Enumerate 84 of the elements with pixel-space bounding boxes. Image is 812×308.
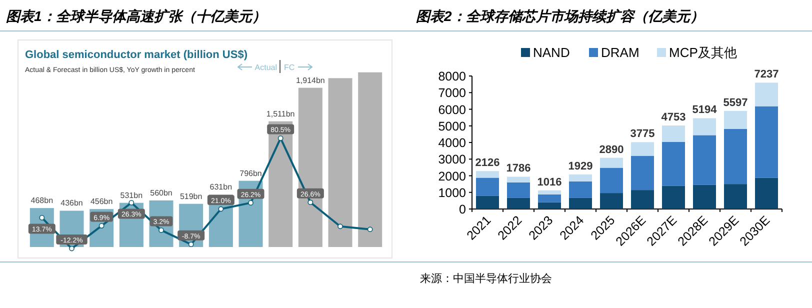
- point: [338, 224, 343, 230]
- data-label: 468bn: [30, 196, 54, 206]
- point: [367, 226, 373, 232]
- chart-subtitle: Global semiconductor market (billion US$): [25, 49, 248, 61]
- y-tick-label: 5000: [438, 119, 466, 134]
- bar: [600, 193, 623, 209]
- legend-label: NAND: [533, 45, 570, 60]
- bar: [507, 198, 530, 209]
- point: [278, 136, 284, 141]
- bar: [298, 88, 322, 247]
- annotation: 2126: [475, 157, 500, 170]
- annotation: 7237: [754, 68, 779, 81]
- bar: [724, 184, 747, 209]
- point: [248, 200, 254, 206]
- annotation: 1786: [506, 162, 531, 175]
- data-label: 519bn: [180, 192, 202, 201]
- point: [98, 223, 104, 228]
- bar: [569, 198, 592, 209]
- data-label: 631bn: [210, 182, 232, 192]
- bar: [724, 110, 747, 129]
- text: Actual: [254, 63, 278, 72]
- bar: [755, 178, 778, 209]
- bar: [693, 184, 716, 209]
- point: [69, 246, 74, 252]
- bar: [538, 190, 561, 194]
- y-tick-label: 2000: [438, 169, 466, 184]
- bar: [693, 135, 716, 185]
- data-label: 796bn: [240, 168, 262, 178]
- y-tick-label: 8000: [438, 70, 466, 84]
- bar: [631, 190, 654, 209]
- data-label: 436bn: [60, 198, 83, 208]
- point: [39, 214, 45, 220]
- data-label: 560bn: [150, 188, 172, 198]
- y-tick-label: 3000: [438, 152, 466, 167]
- source-note: 来源：中国半导体行业协会: [420, 272, 552, 285]
- bar: [476, 196, 499, 209]
- bar: [358, 72, 382, 247]
- bar: [476, 171, 499, 178]
- bar: [476, 178, 499, 196]
- point: [158, 227, 164, 233]
- annotation: 1929: [568, 160, 593, 172]
- bar: [569, 181, 592, 198]
- bar: [693, 118, 716, 136]
- bar: [268, 121, 293, 247]
- annotation: 4753: [661, 112, 686, 124]
- point: [308, 200, 314, 206]
- y-tick-label: 1000: [438, 186, 466, 200]
- bar: [538, 194, 561, 202]
- chart-title: 图表1：全球半导体高速扩张（十亿美元）: [6, 8, 266, 24]
- bar: [662, 126, 685, 142]
- data-label: 1,511bn: [266, 109, 295, 118]
- bar: [662, 142, 685, 186]
- bar: [631, 156, 654, 190]
- chart-title: 图表2：全球存储芯片市场持续扩容（亿美元）: [416, 8, 704, 24]
- bar: [538, 202, 561, 209]
- bar: [755, 106, 778, 178]
- data-label: 456bn: [90, 197, 113, 206]
- bar: [569, 174, 592, 182]
- legend-label: DRAM: [601, 45, 640, 60]
- bar: [600, 168, 623, 194]
- point: [128, 200, 134, 206]
- bar: [755, 82, 778, 106]
- bar: [724, 128, 747, 184]
- data-label: 531bn: [120, 190, 143, 200]
- data-label: 1,914bn: [296, 76, 325, 85]
- text: FC: [284, 63, 295, 72]
- bar: [600, 158, 623, 168]
- annotation: 5597: [723, 96, 748, 109]
- y-tick-label: 7000: [438, 86, 466, 100]
- y-tick-label: 0: [459, 202, 466, 216]
- annotation: 3775: [630, 128, 655, 140]
- point: [188, 242, 194, 248]
- bar: [662, 186, 685, 209]
- annotation: 5194: [692, 104, 718, 116]
- bar: [631, 142, 654, 156]
- annotation: 2890: [599, 144, 624, 156]
- legend-label: MCP及其他: [669, 45, 737, 60]
- bar: [507, 182, 530, 198]
- annotation: 1016: [537, 176, 562, 188]
- bar: [328, 78, 352, 247]
- y-tick-label: 6000: [438, 102, 466, 117]
- bar: [507, 176, 530, 182]
- point: [218, 206, 224, 212]
- y-tick-label: 4000: [438, 136, 466, 150]
